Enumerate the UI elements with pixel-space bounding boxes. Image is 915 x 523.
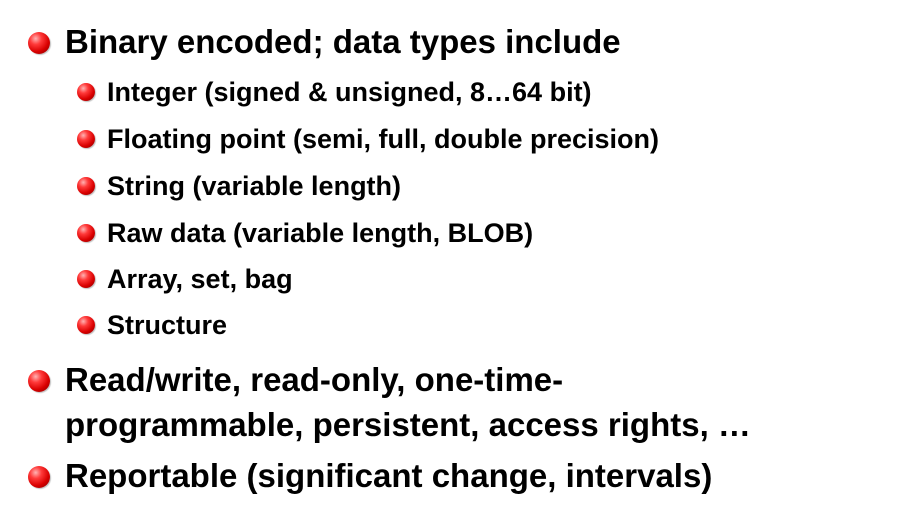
sub-bullet-text: Structure	[107, 310, 228, 340]
red-bullet-icon	[77, 270, 95, 288]
sub-bullet-text: Integer (signed & unsigned, 8…64 bit)	[107, 77, 592, 107]
sub-bullet-array-set-bag: Array, set, bag	[77, 262, 293, 296]
red-bullet-icon	[77, 316, 95, 334]
bullet-reportable: Reportable (significant change, interval…	[28, 456, 713, 496]
red-bullet-icon	[77, 224, 95, 242]
sub-bullet-text: String (variable length)	[107, 171, 402, 201]
sub-bullet-structure: Structure	[77, 308, 228, 342]
red-bullet-icon	[77, 83, 95, 101]
red-bullet-icon	[28, 466, 50, 488]
sub-bullet-raw-data: Raw data (variable length, BLOB)	[77, 216, 534, 250]
sub-bullet-string: String (variable length)	[77, 169, 402, 203]
bullet-binary-encoded: Binary encoded; data types include	[28, 22, 621, 62]
sub-bullet-text: Floating point (semi, full, double preci…	[107, 124, 659, 154]
red-bullet-icon	[77, 177, 95, 195]
bullet-text: Reportable (significant change, interval…	[65, 457, 713, 494]
bullet-text-line-2: programmable, persistent, access rights,…	[65, 406, 751, 443]
sub-bullet-text: Array, set, bag	[107, 264, 293, 294]
sub-bullet-text: Raw data (variable length, BLOB)	[107, 218, 534, 248]
bullet-text-line-1: Read/write, read-only, one-time-	[65, 361, 564, 398]
sub-bullet-floating-point: Floating point (semi, full, double preci…	[77, 122, 659, 156]
sub-bullet-integer: Integer (signed & unsigned, 8…64 bit)	[77, 75, 592, 109]
bullet-read-write: Read/write, read-only, one-time- program…	[28, 360, 751, 445]
red-bullet-icon	[28, 32, 50, 54]
bullet-text: Binary encoded; data types include	[65, 23, 621, 60]
red-bullet-icon	[28, 370, 50, 392]
red-bullet-icon	[77, 130, 95, 148]
